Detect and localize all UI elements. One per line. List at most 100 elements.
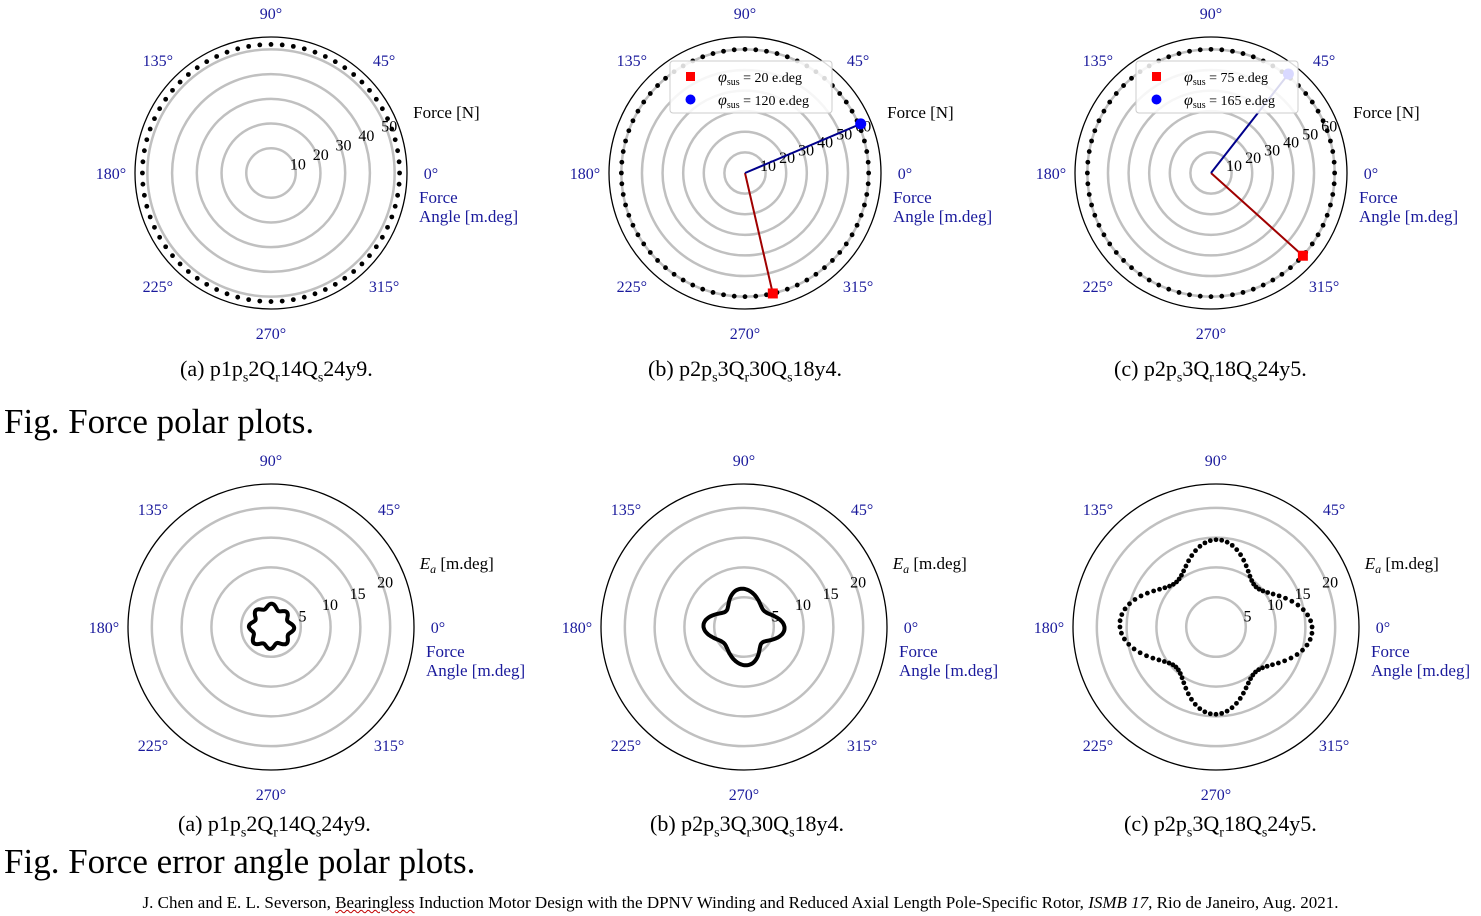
data-point [235, 46, 241, 52]
angle-tick-label: 0° [431, 620, 445, 637]
data-point [332, 281, 338, 287]
radial-tick-label: 10 [322, 597, 338, 614]
angle-tick-label: 315° [847, 738, 877, 755]
grid-circle-10 [245, 147, 297, 199]
data-point [1294, 652, 1300, 657]
data-point [1315, 108, 1321, 114]
data-point [663, 75, 668, 81]
data-point [1219, 537, 1225, 543]
data-point [1187, 292, 1192, 298]
data-point [1234, 700, 1239, 706]
data-point [1328, 202, 1333, 208]
data-point [1126, 641, 1132, 647]
data-point [204, 281, 210, 287]
angle-tick-label: 135° [138, 502, 168, 519]
grid-circle-20 [150, 506, 392, 748]
data-point [1189, 553, 1195, 558]
data-point [342, 65, 348, 71]
angle-tick-label: 90° [1205, 453, 1227, 470]
data-point [1151, 588, 1157, 594]
legend-box [1135, 60, 1299, 114]
angle-tick-label: 225° [1083, 738, 1113, 755]
data-point [794, 282, 800, 288]
data-point [1307, 637, 1313, 642]
theta-axis-label-line1: Force [419, 188, 458, 207]
angle-tick-label: 225° [617, 279, 647, 296]
data-point [1107, 241, 1113, 247]
data-point [1219, 47, 1225, 53]
data-point [630, 118, 636, 124]
data-point [1213, 711, 1219, 717]
data-point [626, 128, 632, 134]
data-point [1166, 286, 1172, 292]
data-point [141, 148, 147, 154]
data-point [731, 47, 737, 53]
data-point [862, 138, 867, 144]
radial-tick-label: 20 [1322, 574, 1338, 591]
radial-tick-label: 50 [381, 119, 397, 136]
data-point [1092, 212, 1098, 218]
angle-tick-label: 180° [562, 620, 592, 637]
data-point [837, 250, 843, 255]
data-point [214, 54, 220, 59]
data-point [1193, 548, 1198, 554]
data-point [764, 48, 769, 54]
data-point [1324, 212, 1330, 218]
data-point [1197, 293, 1203, 299]
data-point [774, 51, 780, 56]
data-point [1122, 636, 1127, 642]
data-point [1186, 558, 1191, 564]
data-point [1117, 618, 1123, 624]
radial-tick-label: 5 [299, 609, 307, 626]
theta-axis-label-line1: Force [899, 642, 938, 661]
data-point [235, 294, 241, 300]
data-point [397, 170, 402, 176]
data-point [1260, 588, 1266, 594]
figure-title-force: Fig. Force polar plots. [4, 402, 315, 441]
data-point [1247, 573, 1253, 579]
data-point [619, 181, 625, 187]
data-point [1089, 202, 1094, 208]
data-point [731, 293, 737, 299]
data-point [1305, 612, 1310, 618]
data-point [641, 241, 647, 247]
data-point [170, 253, 175, 259]
legend-marker-square [1152, 72, 1161, 81]
data-point [1300, 647, 1305, 653]
data-point [620, 192, 626, 197]
polar-frame [134, 36, 408, 310]
data-point [157, 106, 163, 112]
data-point [721, 292, 726, 298]
data-point [1146, 277, 1152, 283]
radial-tick-label: 30 [1264, 142, 1280, 159]
data-point [1129, 265, 1134, 271]
data-point [1166, 54, 1172, 60]
data-point [1189, 696, 1194, 702]
data-point [396, 159, 402, 165]
data-point [843, 99, 849, 105]
angle-tick-label: 270° [256, 787, 286, 804]
grid-circle-20 [1168, 130, 1254, 216]
data-point [866, 170, 872, 176]
angle-tick-label: 225° [1083, 279, 1113, 296]
data-point [246, 297, 252, 303]
angle-tick-label: 90° [733, 453, 755, 470]
data-point [351, 269, 357, 274]
data-point [1089, 138, 1094, 144]
data-point [623, 202, 628, 208]
data-point [865, 159, 871, 165]
data-point [1295, 602, 1301, 608]
data-point [144, 137, 150, 143]
polar-frame [127, 483, 415, 771]
radial-tick-label: 5 [1244, 609, 1252, 626]
data-point [385, 116, 390, 122]
data-point [246, 43, 252, 49]
data-point [1250, 286, 1256, 292]
data-point [1127, 601, 1132, 607]
legend-entry-blue: φsus = 165 e.deg [1184, 92, 1275, 111]
data-point [194, 65, 200, 71]
data-point [1113, 91, 1119, 96]
data-point [1303, 91, 1309, 96]
data-point [620, 149, 626, 154]
